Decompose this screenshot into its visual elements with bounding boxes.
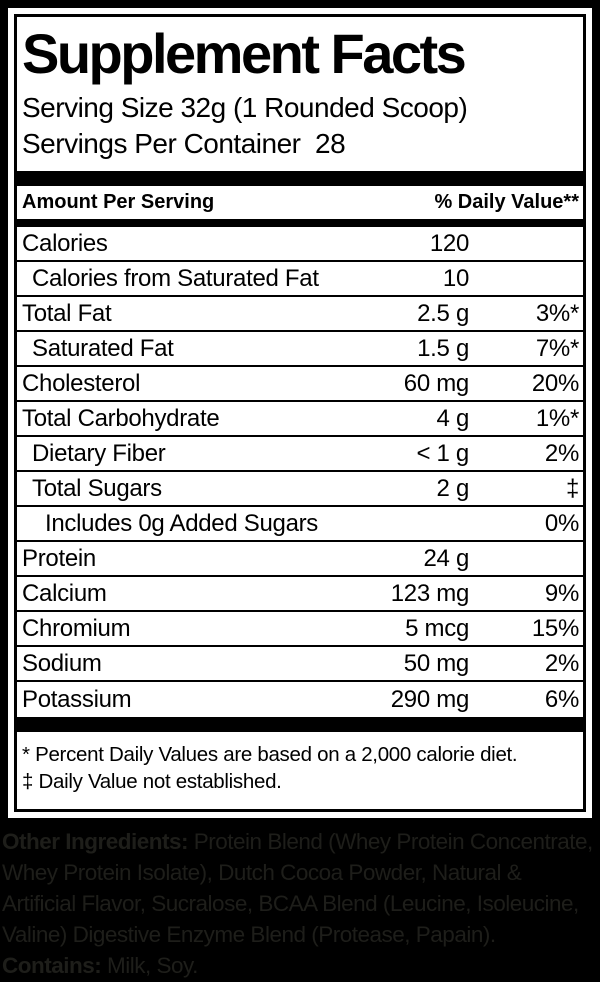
table-row: Total Carbohydrate 4 g 1%* <box>17 402 583 437</box>
nutrient-amount: 24 g <box>423 544 469 572</box>
table-row: Calories from Saturated Fat 10 <box>17 262 583 297</box>
nutrient-name: Dietary Fiber <box>32 439 166 467</box>
table-row: Includes 0g Added Sugars 0% <box>17 507 583 542</box>
nutrient-amount: 4 g <box>436 404 470 432</box>
ingredients-line: Other Ingredients: Protein Blend (Whey P… <box>2 826 598 857</box>
nutrient-name: Protein <box>22 544 96 572</box>
nutrient-daily-value: ‡ <box>565 474 579 502</box>
nutrient-name: Calories from Saturated Fat <box>32 264 319 292</box>
table-row: Sodium 50 mg 2% <box>17 647 583 682</box>
ingredients-line: Whey Protein Isolate), Dutch Cocoa Powde… <box>2 860 522 885</box>
nutrient-name: Calcium <box>22 579 107 607</box>
supplement-facts-panel: Supplement Facts Serving Size 32g (1 Rou… <box>8 8 592 818</box>
facts-header: Supplement Facts Serving Size 32g (1 Rou… <box>17 17 583 162</box>
nutrient-name: Total Fat <box>22 299 112 327</box>
nutrient-daily-value: 9% <box>544 579 579 607</box>
nutrient-amount: 5 mcg <box>405 614 469 642</box>
nutrient-daily-value: 0% <box>544 509 579 537</box>
table-row: Total Fat 2.5 g 3%* <box>17 297 583 332</box>
nutrient-daily-value: 2% <box>544 439 579 467</box>
amount-per-serving-header: Amount Per Serving <box>22 191 215 213</box>
daily-value-header: % Daily Value** <box>434 191 579 213</box>
nutrient-amount: 60 mg <box>403 369 470 397</box>
nutrient-amount: 10 <box>442 264 469 292</box>
footnote-percent: * Percent Daily Values are based on a 2,… <box>22 743 518 766</box>
serving-size: Serving Size 32g (1 Rounded Scoop) <box>22 92 468 123</box>
nutrient-daily-value: 20% <box>531 369 579 397</box>
nutrient-amount: 120 <box>429 229 469 257</box>
table-row: Potassium 290 mg 6% <box>17 682 583 717</box>
nutrient-name: Cholesterol <box>22 369 141 397</box>
footnotes: * Percent Daily Values are based on a 2,… <box>17 732 583 795</box>
nutrient-daily-value: 1%* <box>535 404 579 432</box>
nutrient-name: Chromium <box>22 614 131 642</box>
facts-border-box: Supplement Facts Serving Size 32g (1 Rou… <box>14 14 586 812</box>
other-ingredients-label: Other Ingredients: <box>2 829 189 854</box>
nutrient-name: Saturated Fat <box>32 334 174 362</box>
ingredients-text: Protein Blend (Whey Protein Concentrate, <box>188 829 593 854</box>
nutrient-amount: 290 mg <box>390 685 470 713</box>
nutrient-amount: 50 mg <box>403 649 470 677</box>
table-row: Chromium 5 mcg 15% <box>17 612 583 647</box>
nutrient-amount: 2 g <box>436 474 470 502</box>
panel-title: Supplement Facts <box>22 22 467 85</box>
nutrient-daily-value: 2% <box>544 649 579 677</box>
ingredients-line: Valine) Digestive Enzyme Blend (Protease… <box>2 922 496 947</box>
nutrient-amount: 123 mg <box>390 579 470 607</box>
facts-rows: Calories 120 Calories from Saturated Fat 10… <box>17 227 583 717</box>
thick-divider-top <box>17 171 583 186</box>
table-row: Calories 120 <box>17 227 583 262</box>
table-row: Protein 24 g <box>17 542 583 577</box>
table-row: Total Sugars 2 g ‡ <box>17 472 583 507</box>
nutrient-name: Potassium <box>22 685 132 713</box>
ingredients-line: Artificial Flavor, Sucralose, BCAA Blend… <box>2 891 579 916</box>
thick-divider-bottom <box>17 717 583 732</box>
medium-divider <box>17 219 583 227</box>
nutrient-name: Total Carbohydrate <box>22 404 220 432</box>
contains-line: Contains: Milk, Soy. <box>2 950 598 981</box>
nutrient-name: Calories <box>22 229 108 257</box>
footnote-dagger: ‡ Daily Value not established. <box>22 770 282 793</box>
table-row: Calcium 123 mg 9% <box>17 577 583 612</box>
nutrient-amount: < 1 g <box>416 439 469 467</box>
nutrient-daily-value: 15% <box>531 614 579 642</box>
nutrient-daily-value: 7%* <box>535 334 579 362</box>
table-row: Cholesterol 60 mg 20% <box>17 367 583 402</box>
nutrient-daily-value: 3%* <box>535 299 579 327</box>
nutrient-name: Total Sugars <box>32 474 162 502</box>
nutrient-amount: 1.5 g <box>417 334 469 362</box>
contains-text: Milk, Soy. <box>101 953 198 978</box>
servings-per-container: Servings Per Container 28 <box>22 128 346 159</box>
column-header-row: Amount Per Serving % Daily Value** <box>17 186 583 219</box>
nutrient-name: Sodium <box>22 649 102 677</box>
nutrient-daily-value: 6% <box>544 685 579 713</box>
other-ingredients-section: Other Ingredients: Protein Blend (Whey P… <box>2 826 598 981</box>
nutrient-amount: 2.5 g <box>417 299 469 327</box>
contains-label: Contains: <box>2 953 102 978</box>
table-row: Dietary Fiber < 1 g 2% <box>17 437 583 472</box>
table-row: Saturated Fat 1.5 g 7%* <box>17 332 583 367</box>
nutrient-name: Includes 0g Added Sugars <box>45 509 319 537</box>
